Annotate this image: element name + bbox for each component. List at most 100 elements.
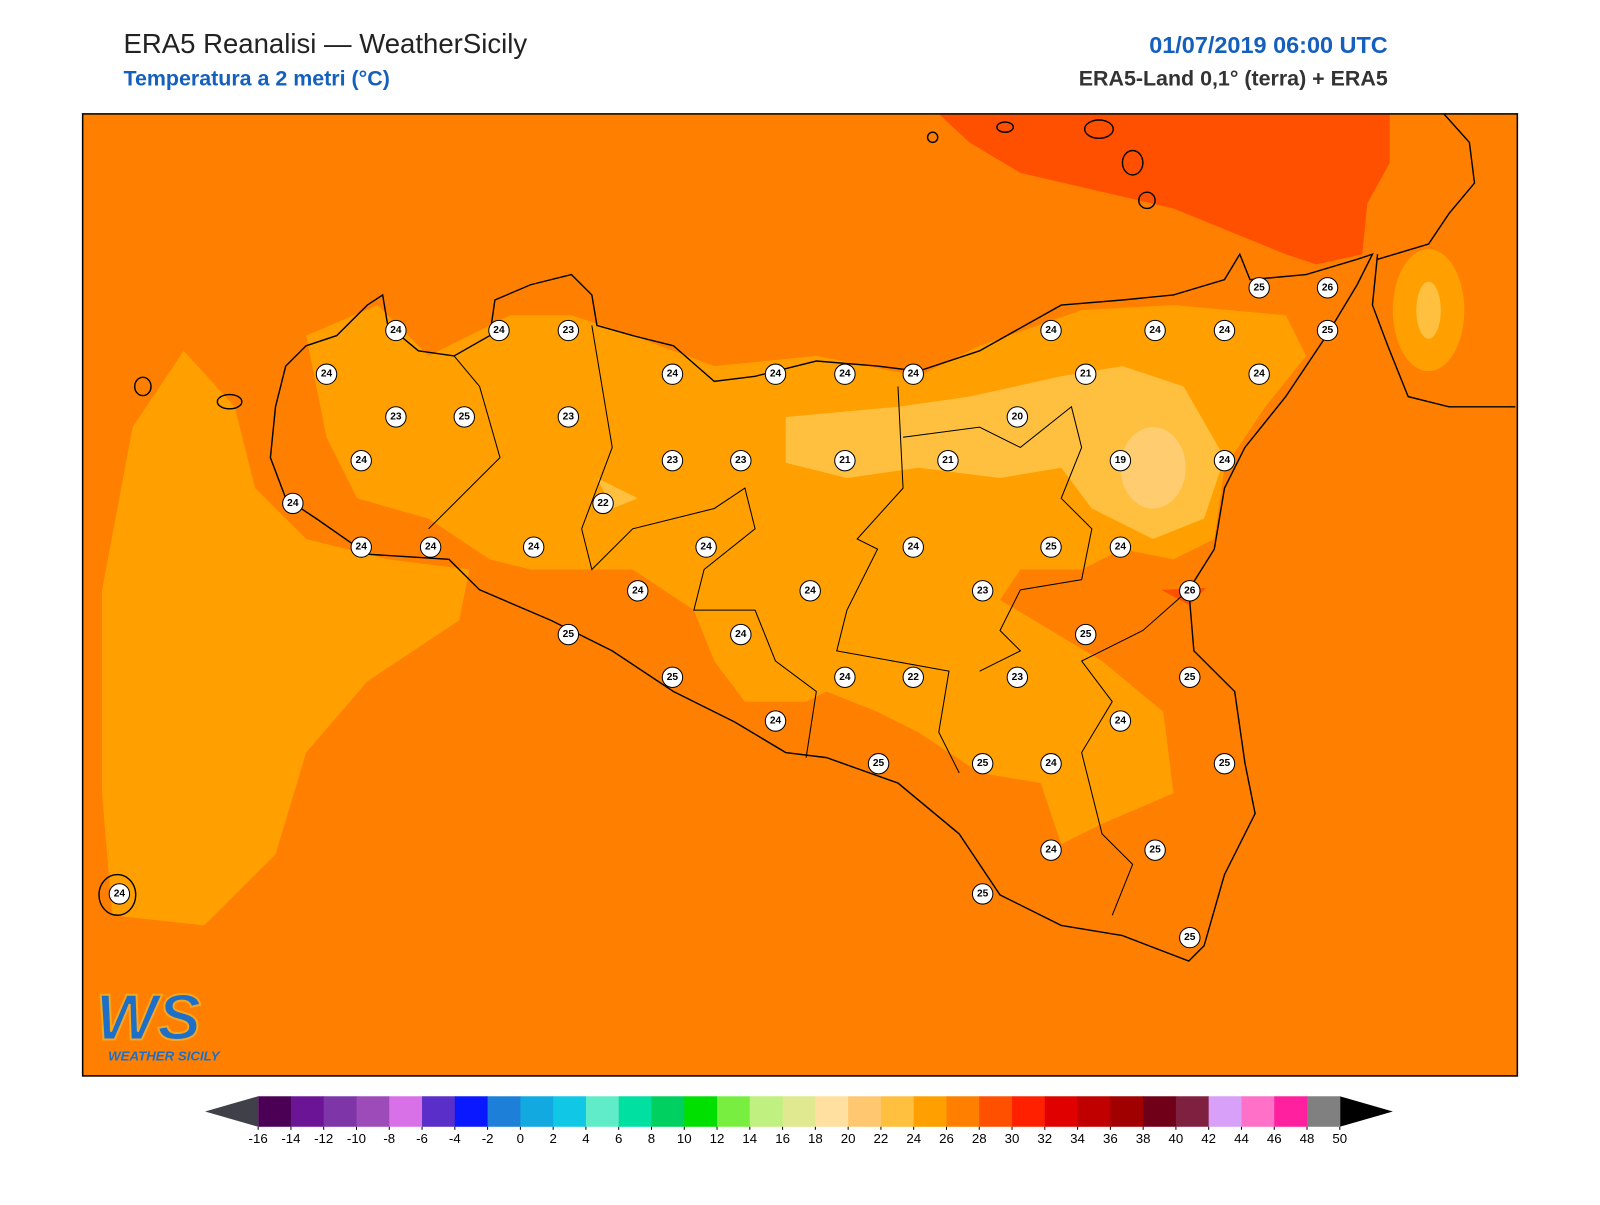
station-marker xyxy=(764,363,787,385)
station-marker xyxy=(488,319,510,342)
province-border xyxy=(836,386,960,774)
station-value: 22 xyxy=(908,672,920,683)
station-value: 23 xyxy=(667,455,679,466)
station-value: 24 xyxy=(1149,325,1161,336)
colorbar-bin xyxy=(946,1096,980,1127)
field-zone xyxy=(938,113,1390,265)
station-marker xyxy=(557,623,580,646)
island xyxy=(133,376,152,397)
colorbar-bin xyxy=(782,1096,816,1127)
colorbar-tick-label: 14 xyxy=(742,1131,757,1146)
colorbar-bin xyxy=(717,1096,751,1127)
station-value: 24 xyxy=(1219,325,1231,336)
station-marker xyxy=(350,536,372,558)
station-value: 24 xyxy=(321,369,333,380)
colorbar-tick-label: -14 xyxy=(281,1131,300,1146)
station-value: 24 xyxy=(493,325,505,336)
station-marker xyxy=(1179,926,1201,949)
station-marker xyxy=(1248,363,1270,385)
station-value: 23 xyxy=(563,325,575,336)
colorbar-bin xyxy=(1143,1096,1177,1127)
colorbar-tick-label: 32 xyxy=(1037,1131,1052,1146)
colorbar-tick-label: 50 xyxy=(1332,1131,1347,1146)
station-value: 24 xyxy=(528,542,540,553)
station-value: 24 xyxy=(1254,369,1266,380)
station-value: 21 xyxy=(1080,369,1092,380)
colorbar-tick-label: 8 xyxy=(648,1131,655,1146)
station-value: 24 xyxy=(1045,845,1057,856)
station-marker xyxy=(1179,666,1201,688)
station-marker xyxy=(627,580,649,602)
colorbar-tick-label: 22 xyxy=(874,1131,889,1146)
island xyxy=(1138,191,1156,210)
station-marker xyxy=(971,753,994,775)
station-value: 25 xyxy=(1080,629,1092,640)
station-value: 25 xyxy=(977,758,989,769)
colorbar-bin xyxy=(815,1096,849,1127)
station-marker xyxy=(799,580,821,602)
colorbar-bin xyxy=(618,1096,652,1127)
colorbar-bin xyxy=(258,1096,292,1127)
station-value: 24 xyxy=(770,369,782,380)
coastline xyxy=(269,252,1374,962)
colorbar-tick-label: 36 xyxy=(1103,1131,1118,1146)
station-marker xyxy=(1213,753,1236,775)
field xyxy=(82,113,1518,1076)
station-value: 25 xyxy=(1184,672,1196,683)
map-frame xyxy=(81,113,1519,1077)
province-border xyxy=(581,325,817,758)
title: ERA5 Reanalisi — WeatherSicily xyxy=(123,28,527,59)
colorbar-tick-label: 26 xyxy=(939,1131,954,1146)
station-marker xyxy=(730,623,752,646)
colorbar-tick-label: 34 xyxy=(1070,1131,1085,1146)
station-value: 24 xyxy=(425,542,437,553)
station-value: 20 xyxy=(1012,411,1024,422)
colorbar-tick-label: 42 xyxy=(1201,1131,1216,1146)
station-marker xyxy=(557,319,580,342)
station-marker xyxy=(1248,277,1270,299)
station-marker xyxy=(108,883,131,905)
colorbar-tick-label: -6 xyxy=(416,1131,428,1146)
colorbar-tick-label: 28 xyxy=(972,1131,987,1146)
station-value: 24 xyxy=(839,672,851,683)
date: 01/07/2019 06:00 UTC xyxy=(1149,32,1388,58)
colorbar-tick-label: 24 xyxy=(906,1131,921,1146)
station-value: 24 xyxy=(356,455,368,466)
station-value: 24 xyxy=(1115,542,1127,553)
colorbar-bin xyxy=(1307,1096,1341,1127)
station-marker xyxy=(1075,363,1097,385)
field-zone xyxy=(1120,427,1186,509)
station-value: 25 xyxy=(459,411,471,422)
island xyxy=(926,131,939,144)
colorbar-bin xyxy=(651,1096,685,1127)
field-zone xyxy=(596,477,638,509)
station-value: 23 xyxy=(563,411,575,422)
station-value: 24 xyxy=(1219,455,1231,466)
colorbar-tick-label: 30 xyxy=(1005,1131,1020,1146)
station-marker xyxy=(1213,450,1236,472)
station-value: 22 xyxy=(597,498,609,509)
station-value: 25 xyxy=(1149,845,1161,856)
station-marker xyxy=(592,492,614,515)
colorbar-bin xyxy=(520,1096,554,1127)
station-marker xyxy=(1006,406,1029,428)
station-marker xyxy=(282,492,304,515)
station-value: 25 xyxy=(1322,325,1334,336)
colorbar-bin xyxy=(454,1096,489,1127)
station-marker xyxy=(902,536,924,558)
province-border xyxy=(902,405,1093,672)
colorbar-tick-label: 46 xyxy=(1267,1131,1282,1146)
station-value: 24 xyxy=(1045,758,1057,769)
station-marker xyxy=(764,710,787,732)
station-value: 24 xyxy=(839,369,851,380)
field-zone xyxy=(785,366,1225,539)
station-marker xyxy=(902,363,924,385)
colorbar-tick-label: -16 xyxy=(249,1131,268,1146)
station-marker xyxy=(1213,319,1236,342)
island xyxy=(1083,119,1114,140)
station-value: 24 xyxy=(356,542,368,553)
colorbar-tick-label: 2 xyxy=(549,1131,556,1146)
station-marker xyxy=(385,319,407,342)
station-value: 24 xyxy=(287,498,299,509)
